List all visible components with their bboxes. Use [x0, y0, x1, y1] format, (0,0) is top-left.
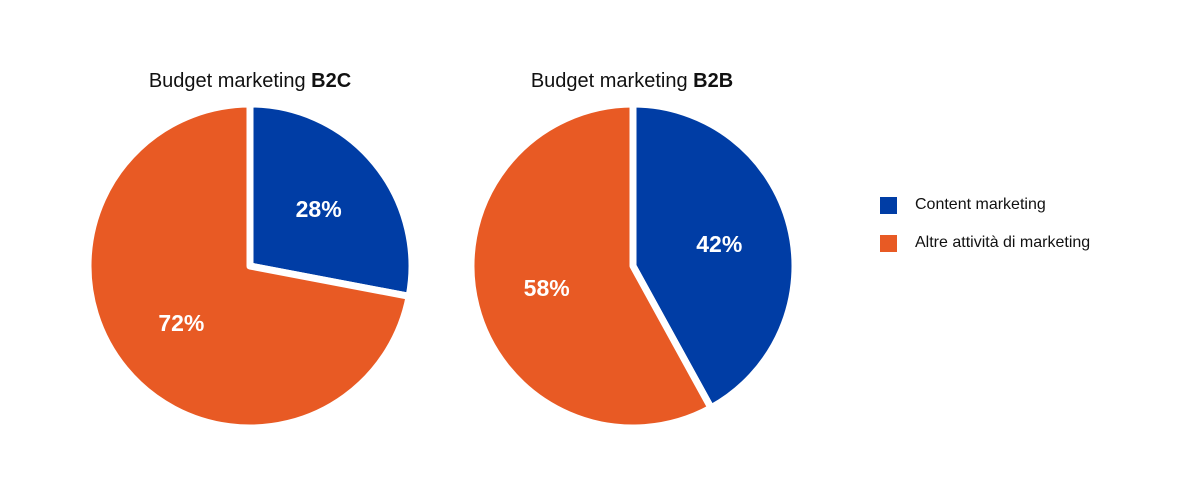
pie-slice-content — [246, 100, 416, 300]
legend-swatch — [880, 234, 897, 252]
title-text: Budget marketing — [530, 70, 688, 92]
legend: Content marketing Altre attività di mark… — [880, 194, 1090, 270]
slice-label: 72% — [158, 310, 204, 336]
legend-swatch — [880, 196, 897, 214]
title-text: Budget marketing — [148, 70, 306, 92]
slice-label: 42% — [696, 231, 742, 257]
legend-label: Altre attività di marketing — [915, 234, 1091, 251]
pie-slice-other — [467, 100, 715, 432]
legend-label: Content marketing — [915, 196, 1046, 213]
pie-slice-content — [629, 100, 799, 412]
slice-label: 28% — [296, 196, 342, 222]
title-bold: B2C — [311, 70, 352, 92]
legend-item-other: Altre attività di marketing — [880, 232, 1090, 254]
chart-title-b2b: Budget marketing B2B — [462, 70, 802, 93]
legend-item-content: Content marketing — [880, 194, 1090, 216]
pie-slice-other — [84, 100, 413, 432]
chart-title-b2c: Budget marketing B2C — [80, 70, 420, 93]
title-bold: B2B — [693, 70, 734, 92]
slice-label: 58% — [524, 275, 570, 301]
